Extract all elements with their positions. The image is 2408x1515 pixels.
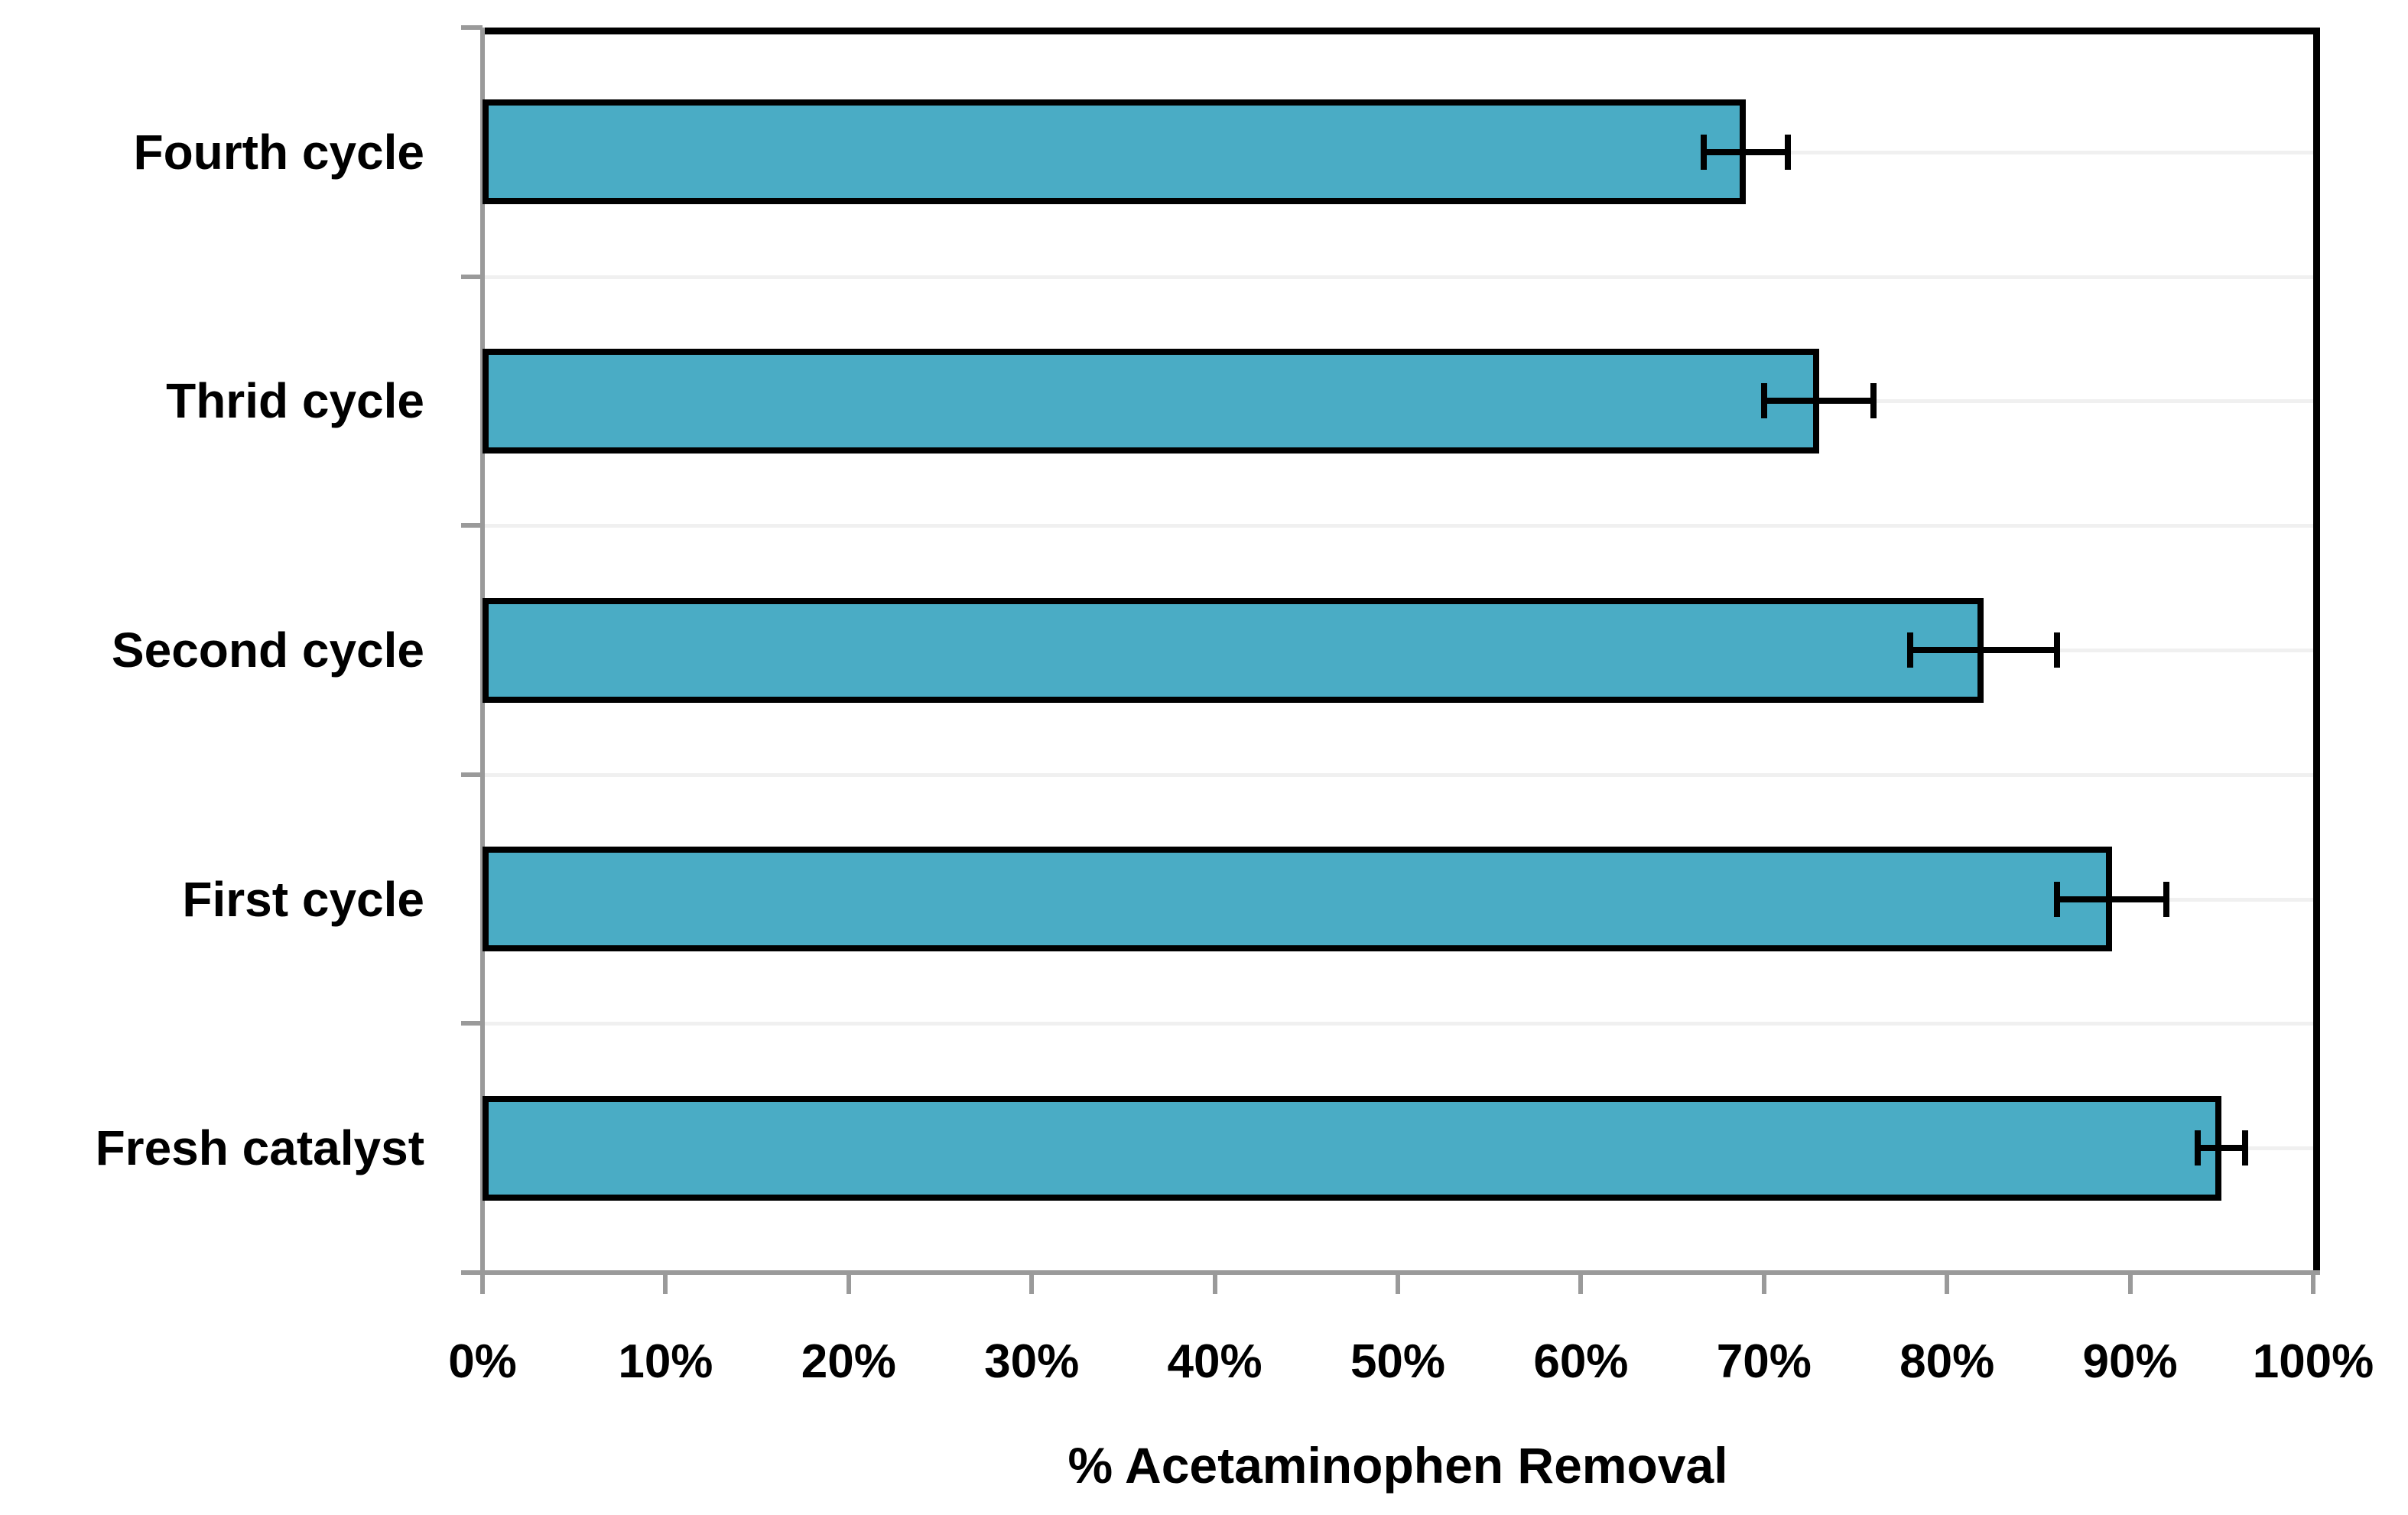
bar-thrid-cycle: [483, 348, 1819, 454]
error-bar: [2056, 896, 2167, 902]
category-label: Thrid cycle: [166, 373, 424, 429]
y-axis-tick: [461, 1021, 483, 1026]
error-bar-cap: [1700, 134, 1707, 170]
x-tick-label: 30%: [984, 1335, 1080, 1388]
gridline: [483, 1022, 2313, 1026]
x-tick-label: 70%: [1716, 1335, 1812, 1388]
category-label: Fresh catalyst: [95, 1120, 424, 1176]
y-axis-tick: [461, 274, 483, 279]
x-axis-tick: [2127, 1273, 2133, 1294]
y-axis-tick: [461, 772, 483, 777]
x-tick-label: 40%: [1167, 1335, 1262, 1388]
x-axis-title: % Acetaminophen Removal: [1068, 1437, 1728, 1494]
plot-border-right: [2313, 28, 2320, 1274]
error-bar: [1703, 148, 1788, 155]
x-axis-tick: [1212, 1273, 1217, 1294]
x-tick-label: 20%: [801, 1335, 896, 1388]
error-bar: [1910, 647, 2057, 653]
error-bar-cap: [2163, 881, 2170, 917]
x-tick-label: 60%: [1533, 1335, 1629, 1388]
category-label: Second cycle: [111, 623, 424, 678]
x-tick-label: 90%: [2082, 1335, 2178, 1388]
error-bar-cap: [2053, 632, 2060, 668]
x-axis-tick: [480, 1273, 485, 1294]
x-axis-tick: [1761, 1273, 1766, 1294]
x-axis-tick: [663, 1273, 668, 1294]
x-axis-tick: [1578, 1273, 1584, 1294]
error-bar-cap: [1784, 134, 1791, 170]
bar-second-cycle: [483, 597, 1984, 703]
x-tick-label: 50%: [1350, 1335, 1446, 1388]
x-tick-label: 100%: [2252, 1335, 2374, 1388]
error-bar-cap: [2053, 881, 2060, 917]
x-tick-label: 0%: [448, 1335, 517, 1388]
x-tick-label: 10%: [618, 1335, 713, 1388]
error-bar-cap: [2195, 1130, 2202, 1166]
plot-border-top: [483, 28, 2320, 34]
x-tick-label: 80%: [1899, 1335, 1995, 1388]
error-bar-cap: [1760, 383, 1767, 419]
x-axis-tick: [1945, 1273, 1950, 1294]
y-axis-tick: [461, 523, 483, 528]
category-label: Fourth cycle: [133, 124, 424, 180]
gridline: [483, 275, 2313, 279]
x-axis-line: [461, 1270, 2320, 1275]
y-axis-tick: [461, 25, 483, 30]
category-label: First cycle: [182, 871, 424, 927]
error-bar: [2198, 1145, 2246, 1152]
error-bar: [1763, 398, 1874, 405]
gridline: [483, 524, 2313, 528]
bar-first-cycle: [483, 847, 2112, 952]
bar-fresh-catalyst: [483, 1095, 2222, 1201]
error-bar-cap: [1870, 383, 1877, 419]
error-bar-cap: [1907, 632, 1914, 668]
x-axis-tick: [1029, 1273, 1035, 1294]
gridline: [483, 772, 2313, 777]
x-axis-tick: [1396, 1273, 1400, 1294]
x-axis-tick: [846, 1273, 851, 1294]
bar-fourth-cycle: [483, 99, 1746, 205]
x-axis-tick: [2311, 1273, 2315, 1294]
error-bar-cap: [2242, 1130, 2249, 1166]
